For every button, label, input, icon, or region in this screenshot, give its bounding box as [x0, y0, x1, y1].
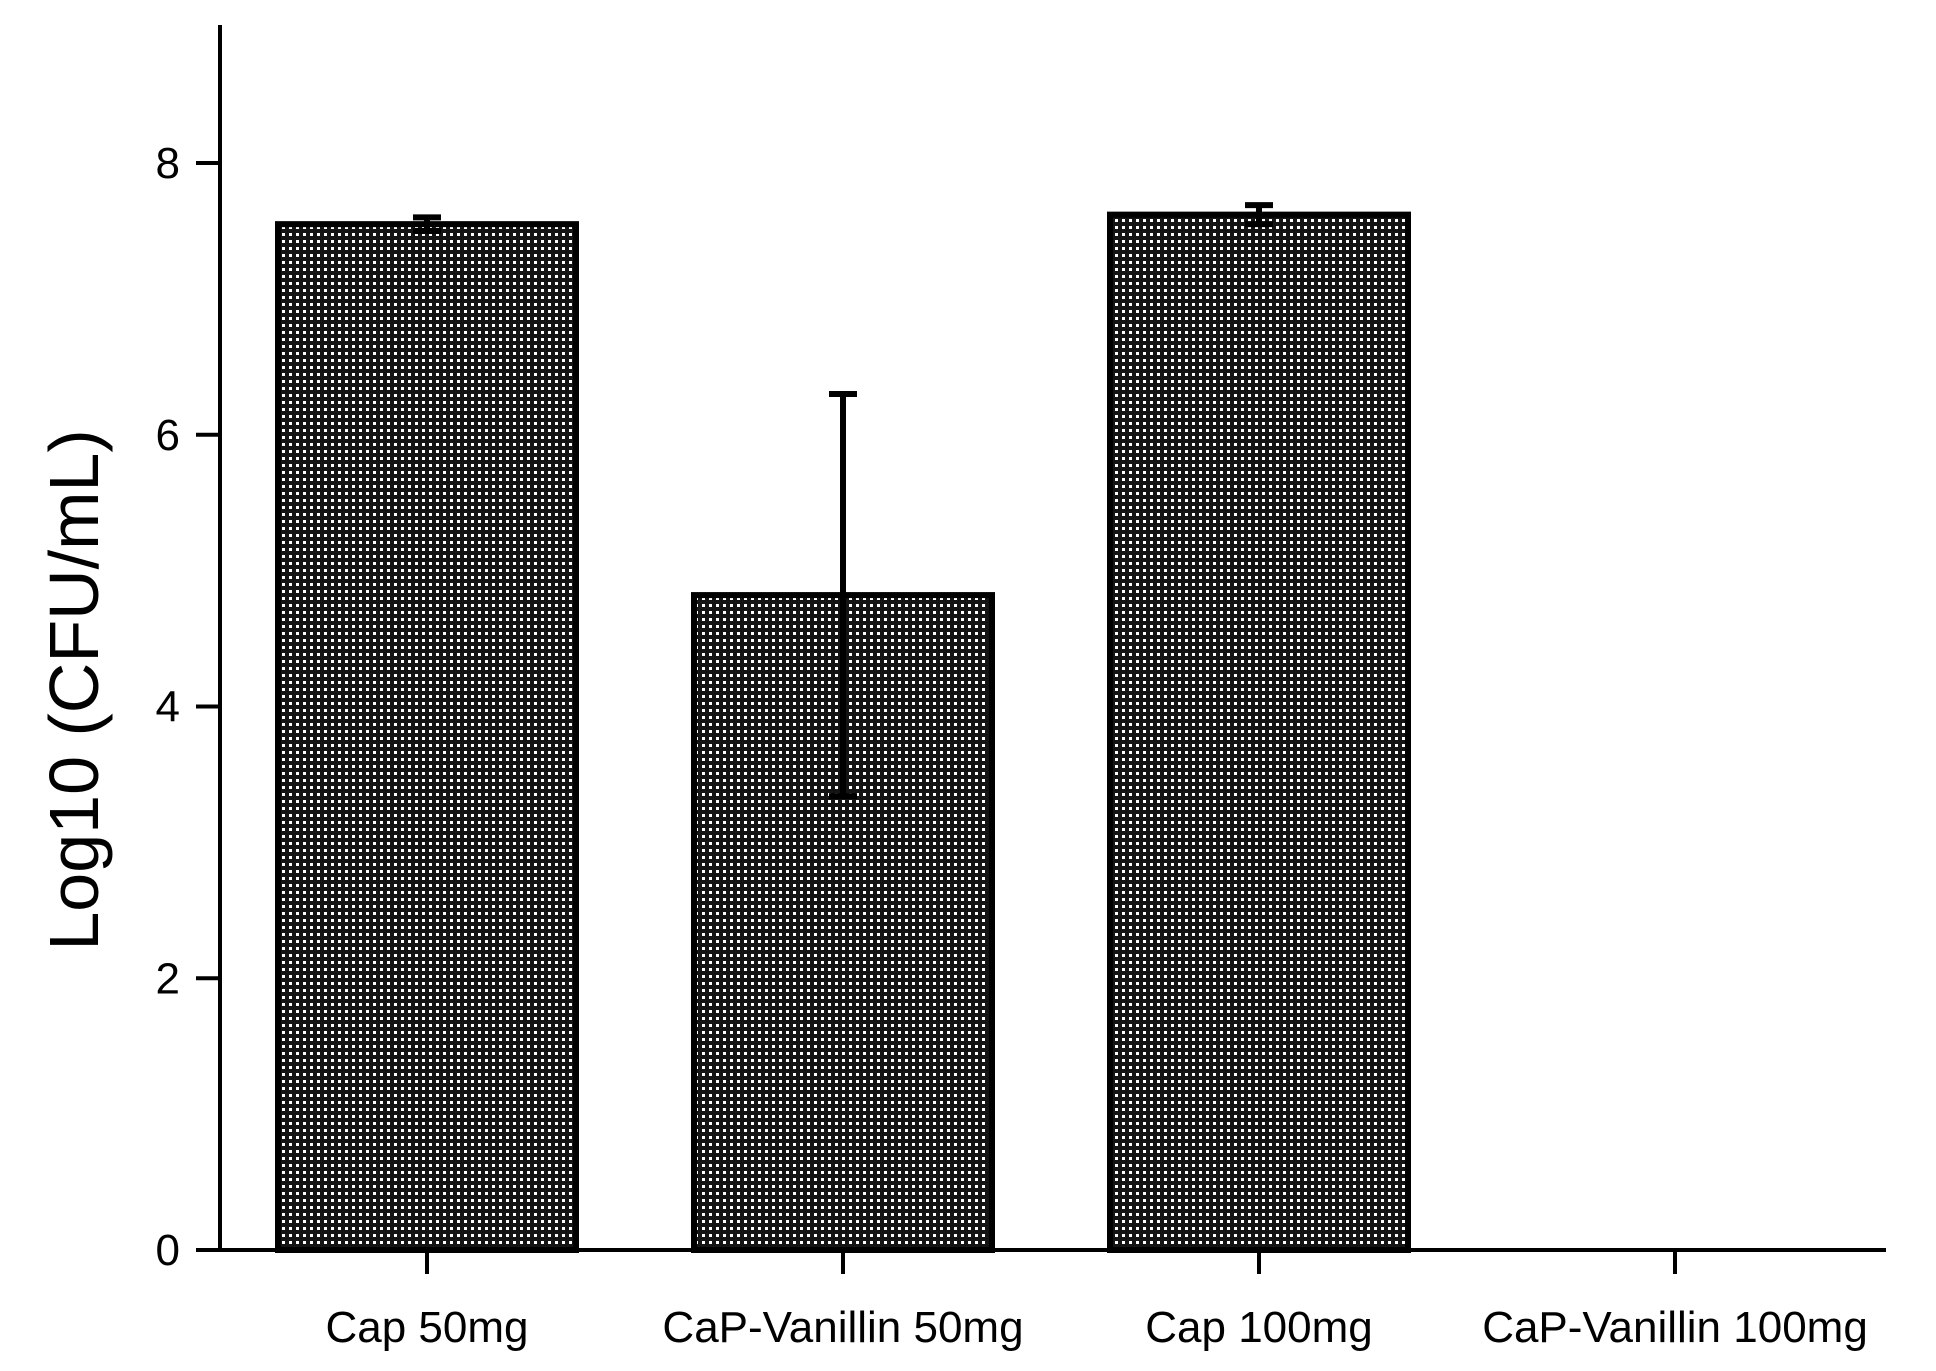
y-tick-label-0: 0	[156, 1226, 180, 1275]
y-tick-label-2: 4	[156, 683, 180, 732]
x-tick-label-3: CaP-Vanillin 100mg	[1482, 1303, 1868, 1352]
y-tick-label-1: 2	[156, 954, 180, 1003]
x-tick-label-1: CaP-Vanillin 50mg	[662, 1303, 1023, 1352]
bar-2	[1107, 211, 1411, 1254]
plot-area: 0 2 4 6 8 Cap 50mg CaP-Vanillin 50mg Cap 100mg C…	[156, 25, 1886, 1352]
x-tick-label-0: Cap 50mg	[325, 1303, 528, 1352]
bar-0	[275, 221, 579, 1253]
y-tick-label-4: 8	[156, 139, 180, 188]
y-tick-label-3: 6	[156, 411, 180, 460]
y-axis-title: Log10 (CFU/mL)	[35, 429, 113, 950]
x-tick-label-2: Cap 100mg	[1145, 1303, 1372, 1352]
